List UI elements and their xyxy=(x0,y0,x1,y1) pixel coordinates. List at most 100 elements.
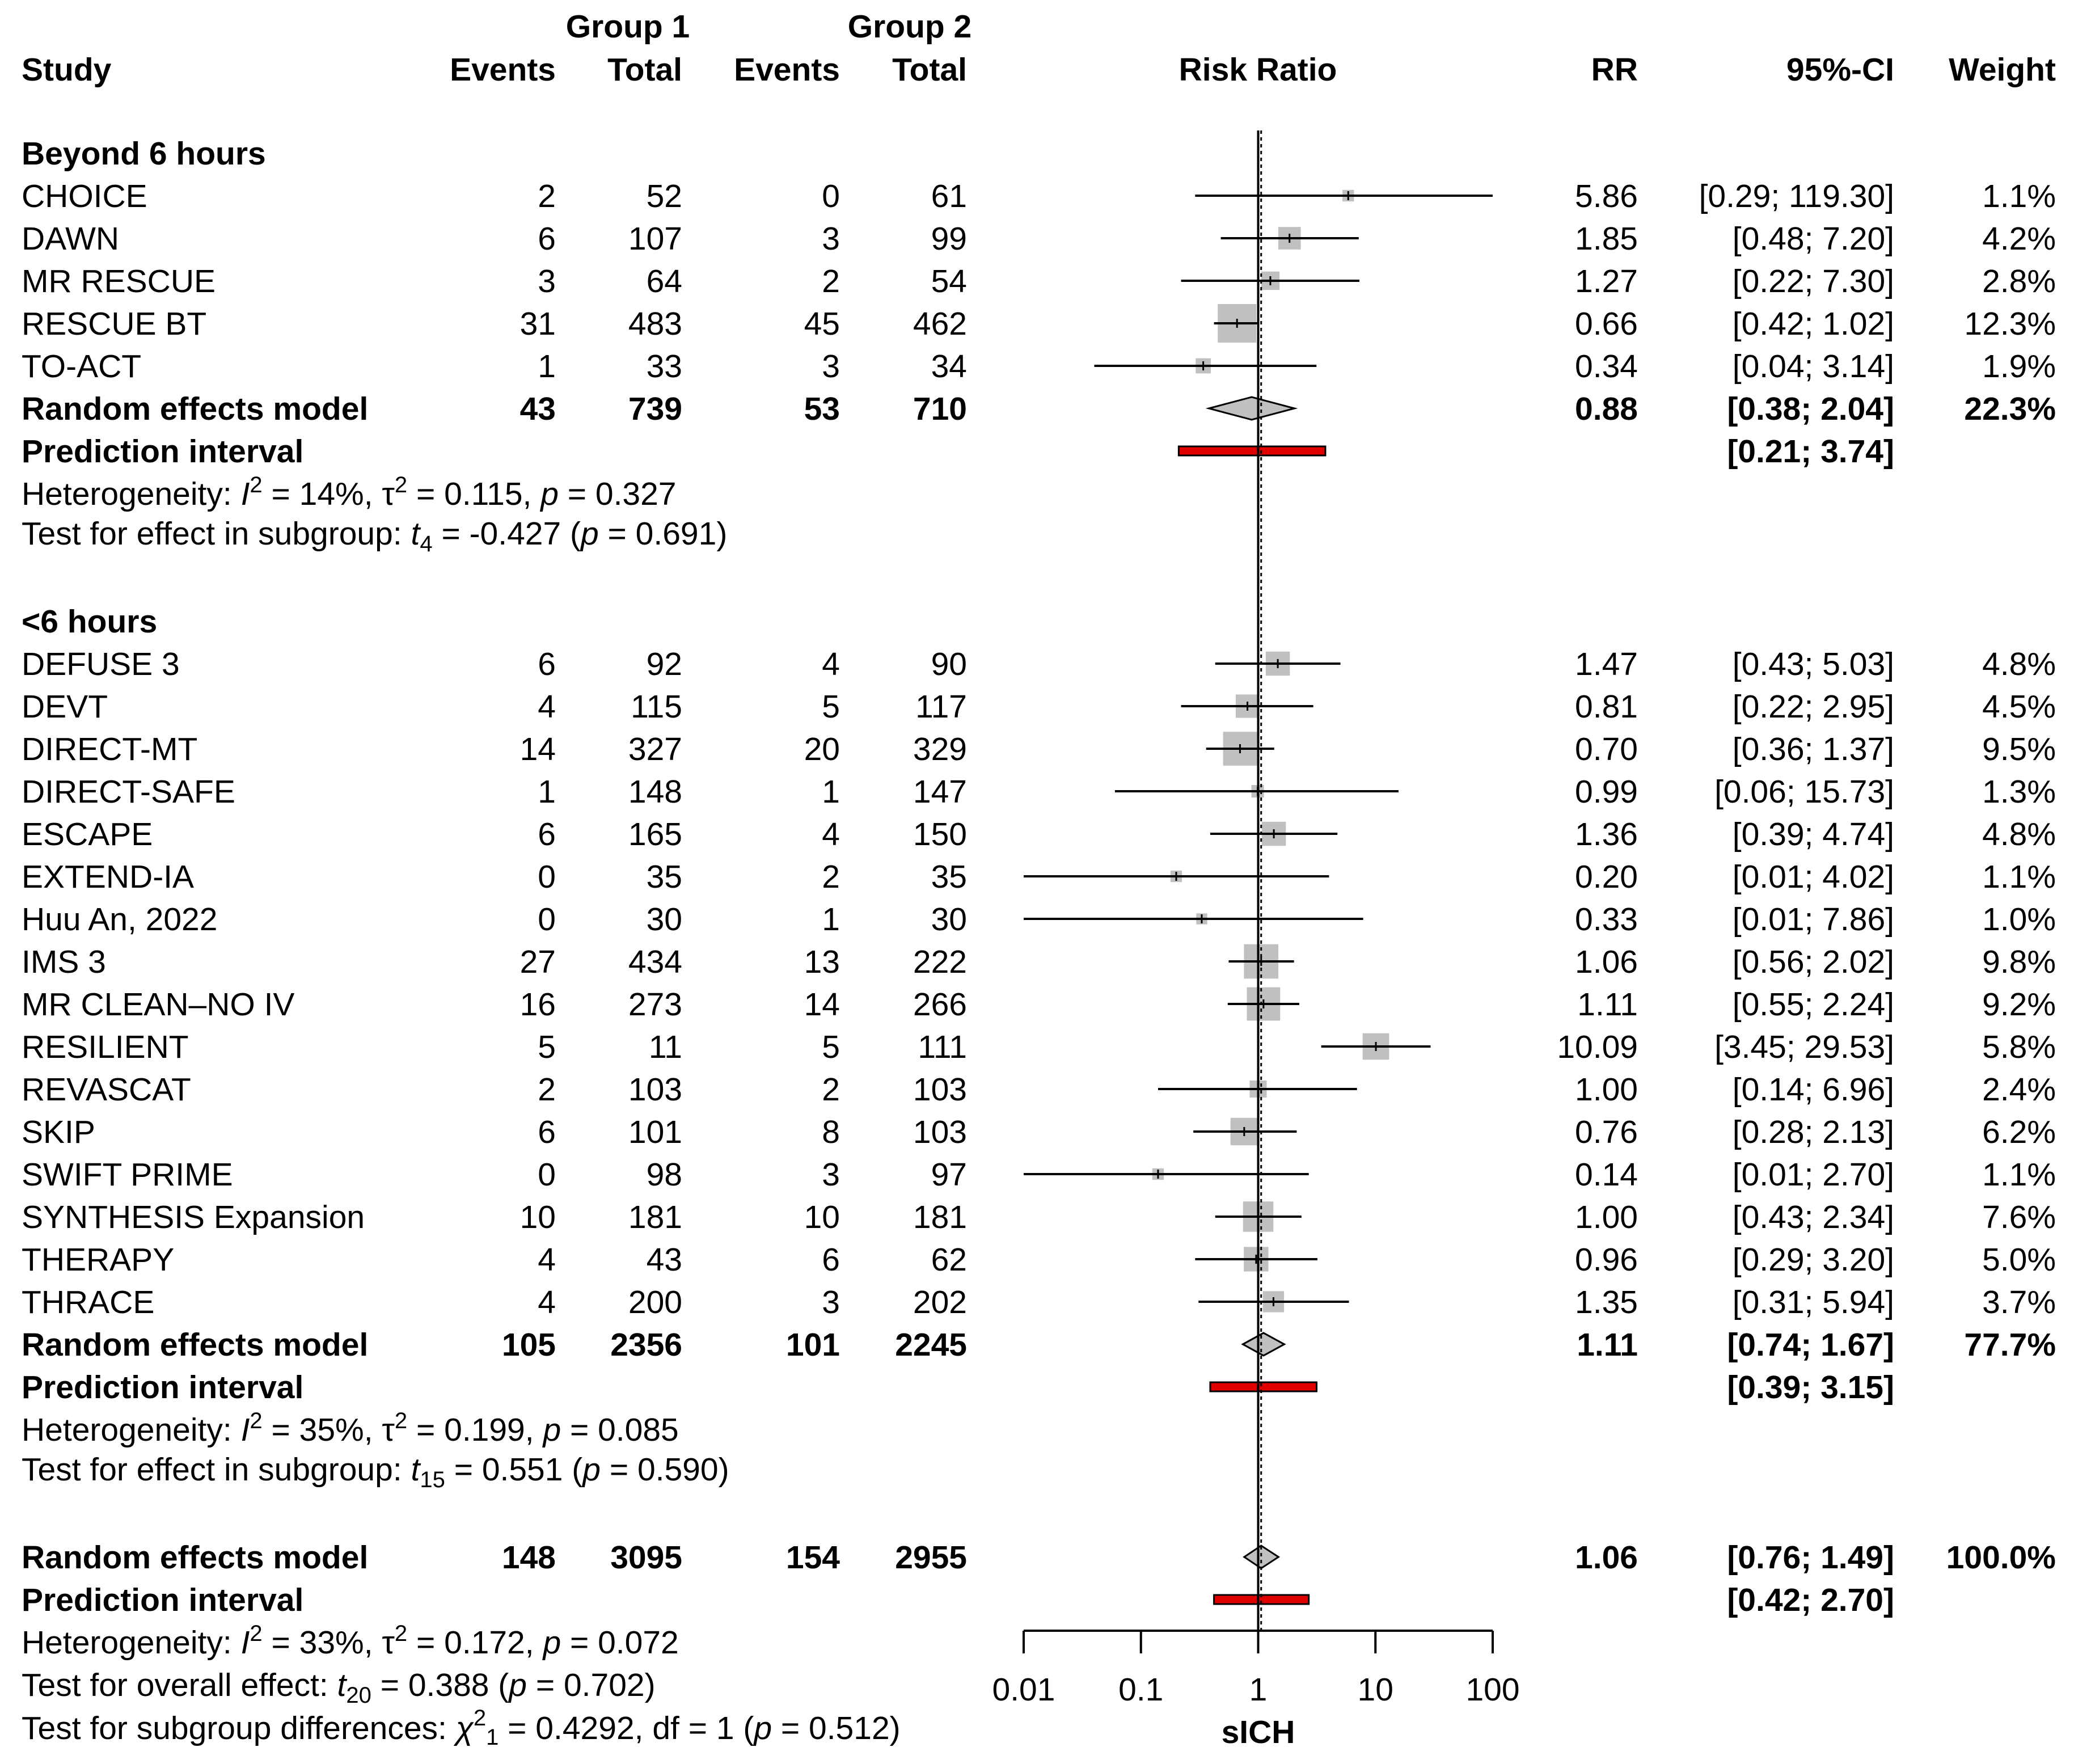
group1-total: 92 xyxy=(647,646,682,682)
group2-events: 6 xyxy=(822,1242,840,1278)
group1-events: 0 xyxy=(538,859,556,895)
ci-value: [0.31; 5.94] xyxy=(1733,1284,1894,1320)
study-name: DEFUSE 3 xyxy=(22,646,180,682)
group2-events: 14 xyxy=(804,986,840,1023)
study-name: CHOICE xyxy=(22,178,147,214)
study-name: MR RESCUE xyxy=(22,263,216,299)
group1-total: 181 xyxy=(628,1199,682,1235)
weight-value: 3.7% xyxy=(1982,1284,2056,1320)
ci-header: 95%-CI xyxy=(1786,52,1894,88)
group1-total: 103 xyxy=(628,1071,682,1108)
rr-value: 0.81 xyxy=(1575,689,1638,725)
rr-value: 0.33 xyxy=(1575,901,1638,938)
group1-events: 4 xyxy=(538,689,556,725)
study-name: DIRECT-MT xyxy=(22,731,197,767)
group1-total: 483 xyxy=(628,306,682,342)
weight-value: 2.4% xyxy=(1982,1071,2056,1108)
weight-value: 4.5% xyxy=(1982,689,2056,725)
study-name: DAWN xyxy=(22,221,119,257)
overall-model-label: Random effects model xyxy=(22,1539,368,1576)
group2-events: 2 xyxy=(822,263,840,299)
weight-value: 4.2% xyxy=(1982,221,2056,257)
group2-events: 8 xyxy=(822,1114,840,1150)
overall-heterogeneity: Heterogeneity: I2 = 33%, τ2 = 0.172, p =… xyxy=(22,1621,679,1661)
group1-events: 1 xyxy=(538,774,556,810)
group1-total: 11 xyxy=(649,1029,682,1065)
subgroup-model-group2-total: 2245 xyxy=(895,1327,967,1363)
group2-total: 61 xyxy=(931,178,967,214)
group1-total: 327 xyxy=(628,731,682,767)
group1-events: 6 xyxy=(538,646,556,682)
study-name: REVASCAT xyxy=(22,1071,191,1108)
group2-total: 90 xyxy=(931,646,967,682)
group2-events: 4 xyxy=(822,646,840,682)
rr-value: 0.76 xyxy=(1575,1114,1638,1150)
overall-model-diamond xyxy=(1243,1544,1281,1569)
group1-events: 27 xyxy=(520,944,556,980)
subgroup-model-group2-events: 53 xyxy=(804,391,840,427)
group1-total-header: Total xyxy=(607,52,682,88)
group2-events: 3 xyxy=(822,1157,840,1193)
group2-total: 97 xyxy=(931,1157,967,1193)
weight-value: 1.1% xyxy=(1982,178,2056,214)
overall-model-group1-total: 3095 xyxy=(610,1539,682,1576)
rr-value: 0.14 xyxy=(1575,1157,1638,1193)
subgroup-model-diamond xyxy=(1205,396,1298,421)
weight-value: 2.8% xyxy=(1982,263,2056,299)
group2-total: 62 xyxy=(931,1242,967,1278)
group1-total: 33 xyxy=(647,348,682,385)
rr-value: 0.70 xyxy=(1575,731,1638,767)
study-name: SKIP xyxy=(22,1114,95,1150)
group1-total: 30 xyxy=(647,901,682,938)
weight-value: 12.3% xyxy=(1964,306,2056,342)
rr-value: 1.36 xyxy=(1575,816,1638,853)
weight-value: 1.1% xyxy=(1982,859,2056,895)
group2-events: 3 xyxy=(822,221,840,257)
group2-total: 30 xyxy=(931,901,967,938)
ci-value: [0.06; 15.73] xyxy=(1714,774,1894,810)
ci-value: [0.36; 1.37] xyxy=(1733,731,1894,767)
weight-value: 9.5% xyxy=(1982,731,2056,767)
group2-total: 103 xyxy=(913,1114,967,1150)
ci-value: [0.56; 2.02] xyxy=(1733,944,1894,980)
subgroup-model-group1-total: 739 xyxy=(628,391,682,427)
group2-total: 35 xyxy=(931,859,967,895)
x-axis-tick-label: 100 xyxy=(1465,1672,1519,1708)
group2-total-header: Total xyxy=(892,52,967,88)
ci-value: [3.45; 29.53] xyxy=(1714,1029,1894,1065)
group2-total: 99 xyxy=(931,221,967,257)
group1-total: 200 xyxy=(628,1284,682,1320)
group2-total: 103 xyxy=(913,1071,967,1108)
ci-value: [0.01; 7.86] xyxy=(1733,901,1894,938)
group1-events: 4 xyxy=(538,1284,556,1320)
overall-model-group2-total: 2955 xyxy=(895,1539,967,1576)
rr-header: RR xyxy=(1591,52,1638,88)
group2-events: 5 xyxy=(822,1029,840,1065)
group2-events: 2 xyxy=(822,859,840,895)
group2-total: 111 xyxy=(918,1029,967,1065)
group2-events: 45 xyxy=(804,306,840,342)
overall-model-ci: [0.76; 1.49] xyxy=(1727,1539,1894,1576)
study-name: THERAPY xyxy=(22,1242,174,1278)
weight-value: 7.6% xyxy=(1982,1199,2056,1235)
subgroup-model-weight: 22.3% xyxy=(1964,391,2056,427)
group1-header: Group 1 xyxy=(566,9,690,45)
x-axis-tick-label: 0.01 xyxy=(992,1672,1055,1708)
x-axis-tick-label: 1 xyxy=(1249,1672,1268,1708)
group1-events: 10 xyxy=(520,1199,556,1235)
subgroup-title: Beyond 6 hours xyxy=(22,136,266,172)
overall-model-group2-events: 154 xyxy=(786,1539,840,1576)
group1-total: 98 xyxy=(647,1157,682,1193)
ci-value: [0.43; 2.34] xyxy=(1733,1199,1894,1235)
study-name: DEVT xyxy=(22,689,108,725)
ci-value: [0.42; 1.02] xyxy=(1733,306,1894,342)
weight-value: 1.9% xyxy=(1982,348,2056,385)
ci-value: [0.28; 2.13] xyxy=(1733,1114,1894,1150)
study-name: SWIFT PRIME xyxy=(22,1157,233,1193)
subgroup-heterogeneity: Heterogeneity: I2 = 14%, τ2 = 0.115, p =… xyxy=(22,472,677,512)
overall-model-rr: 1.06 xyxy=(1575,1539,1638,1576)
x-axis-tick-label: 0.1 xyxy=(1118,1672,1163,1708)
x-axis-tick-label: 10 xyxy=(1358,1672,1393,1708)
rr-value: 1.11 xyxy=(1577,986,1638,1023)
overall-model-weight: 100.0% xyxy=(1946,1539,2056,1576)
